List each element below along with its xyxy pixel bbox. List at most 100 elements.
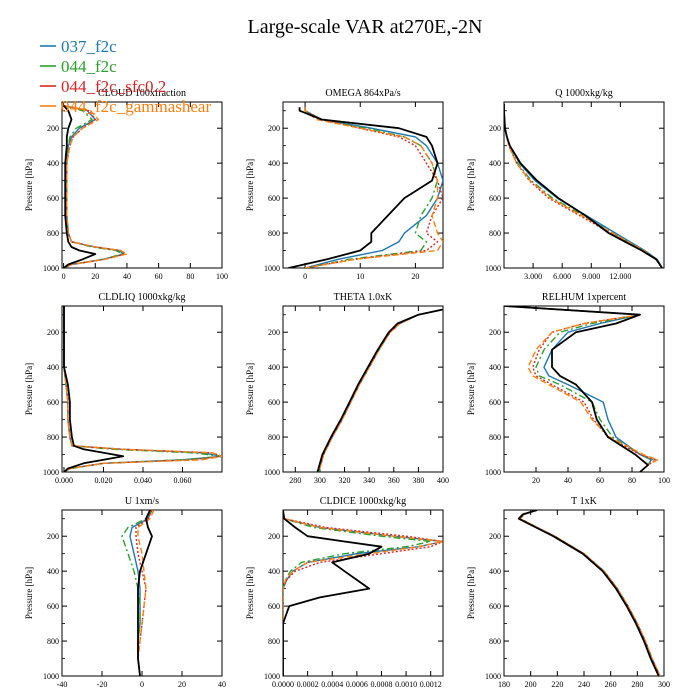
y-tick-label: 600 [268,602,280,611]
y-tick-label: 1000 [43,468,59,477]
series-line-2 [304,107,439,268]
panel-3: Q 1000xkg/kg 200 400 600 800 1000 3.000 6.000 9.… [466,88,665,281]
series-group [316,308,443,472]
y-tick-label: 200 [489,328,501,337]
x-tick-label: 320 [339,476,351,485]
y-tick-label: 1000 [485,672,501,681]
y-tick-label: 1000 [485,264,501,273]
figure-title: Large-scale VAR at270E,-2N [248,16,483,38]
y-tick-label: 800 [268,637,280,646]
y-tick-label: 800 [489,433,501,442]
series-group [504,306,659,472]
x-tick-label: 0.0012 [420,680,442,689]
plot-frame [503,101,665,269]
plot-frame [282,305,444,473]
panel-title: THETA 1.0xK [334,292,393,303]
y-tick-label: 400 [268,567,280,576]
panel-5: THETA 1.0xK 200 400 600 800 1000 280 300 320 340 3… [245,292,449,485]
panel-title: CLOUD 100xfraction [98,88,186,99]
legend-label: 044_f2c [61,57,117,76]
y-tick-label: 200 [268,328,280,337]
y-tick-label: 800 [268,433,280,442]
y-tick-label: 600 [268,398,280,407]
x-tick-label: -20 [97,680,108,689]
series-group [121,510,155,676]
x-tick-label: 0.000 [55,476,73,485]
x-tick-label: 100 [216,272,228,281]
x-tick-label: 40 [123,272,131,281]
x-tick-label: 80 [628,476,636,485]
x-tick-label: 360 [388,476,400,485]
panels-group: CLOUD 100xfraction 200 400 600 800 1000 0 20 40 6… [24,88,670,689]
y-tick-label: 600 [268,194,280,203]
series-line-4 [304,107,443,268]
x-tick-label: 0.040 [134,476,152,485]
panel-2: OMEGA 864xPa/s 200 400 600 800 1000 0 10 20 Press… [245,88,444,281]
series-group [517,510,661,676]
series-line-4 [318,308,443,472]
panel-title: Q 1000xkg/kg [555,88,613,99]
series-line-4 [137,510,155,676]
y-tick-label: 1000 [43,264,59,273]
y-tick-label: 800 [489,229,501,238]
x-tick-label: 60 [155,272,163,281]
series-line-5 [137,510,153,676]
y-tick-label: 400 [47,159,59,168]
y-axis-label: Pressure [hPa] [245,567,255,619]
x-tick-label: 12.000 [609,272,631,281]
series-line-5 [283,510,383,676]
y-tick-label: 200 [268,532,280,541]
y-tick-label: 1000 [264,468,280,477]
x-tick-label: 0.020 [94,476,112,485]
y-tick-label: 400 [489,363,501,372]
y-tick-label: 600 [489,398,501,407]
y-tick-label: 800 [268,229,280,238]
x-tick-label: 0.0002 [297,680,319,689]
series-line-5 [288,107,439,268]
series-group [504,103,663,268]
y-tick-label: 200 [489,124,501,133]
y-tick-label: 600 [47,398,59,407]
y-tick-label: 400 [47,363,59,372]
x-tick-label: 80 [186,272,194,281]
y-tick-label: 800 [489,637,501,646]
x-tick-label: 20 [411,272,419,281]
x-tick-label: 340 [363,476,375,485]
series-line-4 [504,306,659,472]
x-tick-label: 40 [564,476,572,485]
x-tick-label: 0 [140,680,144,689]
y-tick-label: 200 [47,124,59,133]
x-tick-label: 0.0010 [395,680,417,689]
y-tick-label: 1000 [264,264,280,273]
x-tick-label: 40 [218,680,226,689]
x-tick-label: 380 [412,476,424,485]
y-tick-label: 400 [489,159,501,168]
y-tick-label: 400 [268,159,280,168]
series-group [283,510,443,676]
y-tick-label: 800 [47,433,59,442]
x-tick-label: 20 [91,272,99,281]
series-line-5 [504,103,663,268]
series-group [288,107,443,268]
panel-title: T 1xK [571,496,597,507]
series-group [63,306,222,472]
legend-label: 044_f2c_sfc0.2 [61,77,166,96]
y-axis-label: Pressure [hPa] [245,159,255,211]
panel-6: RELHUM 1xpercent 200 400 600 800 1000 20 40 60 80… [466,292,670,485]
series-line-2 [504,306,654,472]
x-tick-label: 20 [532,476,540,485]
y-tick-label: 800 [47,229,59,238]
series-line-2 [283,510,432,676]
x-tick-label: 9.000 [582,272,600,281]
y-tick-label: 200 [47,328,59,337]
x-tick-label: 220 [551,680,563,689]
series-line-5 [517,510,660,676]
x-tick-label: 280 [289,476,301,485]
x-tick-label: 60 [596,476,604,485]
x-tick-label: 0.0008 [370,680,392,689]
y-axis-label: Pressure [hPa] [24,567,34,619]
